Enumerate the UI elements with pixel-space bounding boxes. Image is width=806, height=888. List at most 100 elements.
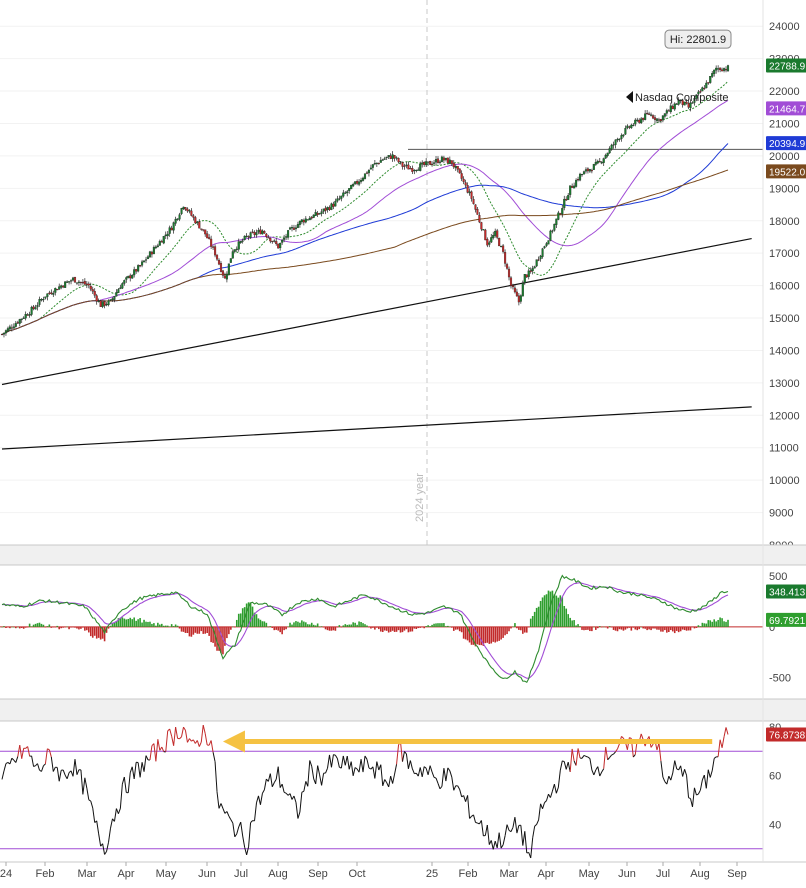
macd-histogram-bar [387,626,390,633]
price-tick-label: 14000 [769,345,800,357]
macd-tick-label: 0 [769,622,775,634]
candle [689,99,692,112]
macd-histogram-bar [512,626,514,628]
rsi-segment [705,769,709,789]
macd-histogram-bar [411,626,414,632]
macd-histogram-bar [447,625,449,627]
candle [322,208,325,215]
candle [677,97,680,106]
macd-histogram-bar [437,623,439,627]
macd-histogram-bar [95,626,98,639]
macd-histogram-bar [299,622,301,627]
macd-histogram-bar [135,620,137,627]
candle [659,118,662,124]
trendlines[interactable] [1,238,752,450]
macd-histogram-bar [666,626,668,633]
rsi-segment [660,761,664,778]
macd-histogram-bar [636,626,639,631]
macd-histogram-bar [127,618,130,627]
rsi-segment [43,763,46,767]
candle [166,231,169,240]
candle [265,232,268,239]
candle [190,208,193,217]
candle [474,204,477,213]
rsi-segment [691,787,695,807]
rsi-segment [295,802,299,819]
macd-histogram-bar [458,626,461,632]
trendline[interactable] [1,406,752,450]
rsi-segment [477,822,480,825]
trendline[interactable] [1,238,752,386]
candle [298,220,301,228]
rsi-segment [354,767,358,770]
macd-histogram-bar [559,595,562,627]
candle [180,207,183,216]
x-tick-label: Jun [618,868,636,880]
macd-histogram-bar [571,620,573,627]
panel-separator-1[interactable] [0,545,806,565]
rsi-segment [192,739,196,744]
candle [488,240,491,248]
x-tick-label: Mar [500,868,519,880]
rsi-segment [696,793,699,796]
rsi-segment [31,755,35,767]
macd-histogram-bar [652,626,654,629]
rsi-segment [210,740,214,753]
price-panel[interactable]: 8000900010000110001200013000140001500016… [0,0,806,552]
macd-histogram-bar [555,595,558,627]
macd-histogram-bar [125,619,128,627]
candle [271,240,274,244]
macd-histogram-bar [508,626,510,632]
candle [393,155,396,162]
candle [227,263,230,276]
macd-histogram-bar [166,625,169,627]
macd-histogram-bar [99,626,102,640]
macd-histogram-bar [9,626,11,629]
macd-histogram-bar [425,626,427,627]
candle [527,268,530,280]
rsi-segment [3,763,7,772]
candle [360,177,363,184]
rsi-segment [33,765,36,767]
candle [472,196,475,205]
macd-histogram-bar [725,621,727,627]
rsi-segment [133,762,137,779]
macd-histogram-bar [626,626,629,629]
macd-histogram-bar [372,626,374,628]
panel-separator-2[interactable] [0,699,806,721]
macd-histogram-bar [385,626,388,631]
rsi-segment [390,775,394,784]
macd-panel[interactable]: 500 0 -500 348.413 69.7921 [0,571,806,685]
rsi-segment [480,820,484,836]
candle [93,288,96,298]
rsi-segment [609,754,612,758]
macd-histogram-bar [36,623,39,627]
macd-histogram-bar [697,625,700,627]
macd-histogram-bar [48,624,51,627]
macd-histogram-bar [316,623,319,627]
macd-histogram-bar [111,623,114,627]
annotation-pointer [626,91,633,103]
candle [496,228,499,240]
macd-histogram-bar [506,626,508,635]
macd-histogram-bar [362,623,364,627]
candle [369,164,372,170]
macd-histogram-bar [719,617,721,627]
candle [411,165,414,175]
rsi-segment [315,765,319,784]
candle [573,182,576,189]
rsi-segment [419,767,423,777]
rsi-segment [325,767,328,774]
macd-histogram-bar [567,614,570,627]
macd-histogram-bar [192,626,195,635]
macd-histogram-bar [208,626,210,636]
candle [476,207,479,215]
rsi-segment [214,761,218,792]
candle [539,254,542,262]
moving-averages [1,80,729,335]
candle [328,205,331,211]
macd-histogram-bar [297,621,299,627]
candle [634,118,637,127]
rsi-panel[interactable]: 806040 76.8738 [0,722,806,859]
candle [620,133,623,142]
